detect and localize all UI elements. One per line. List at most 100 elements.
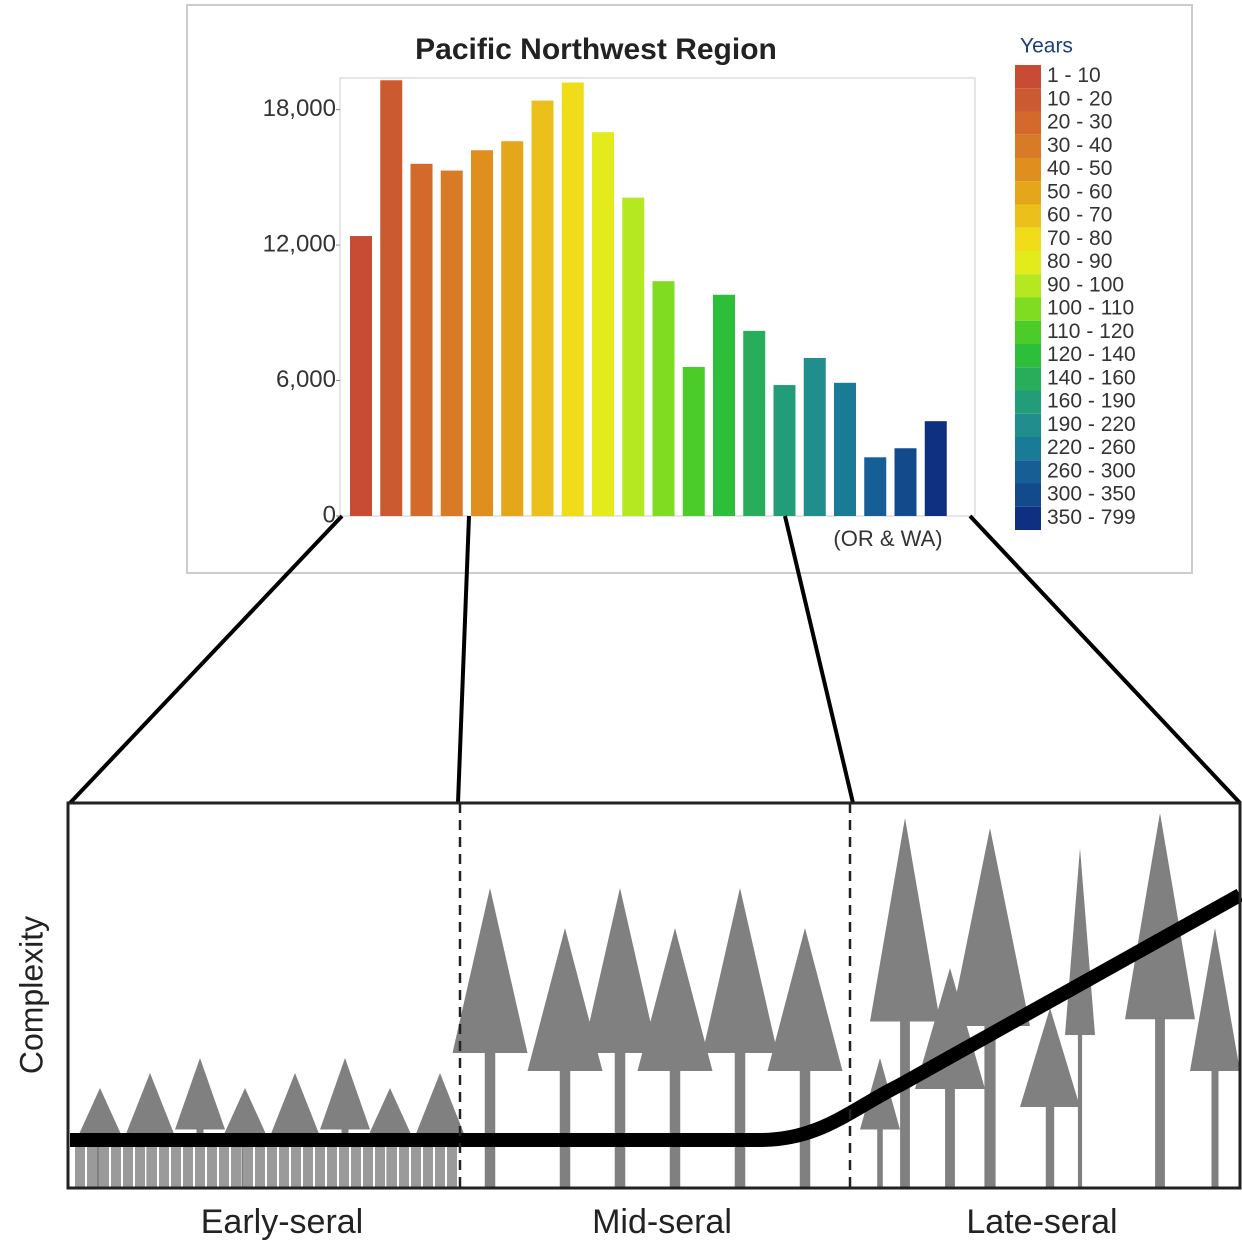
legend-label: 20 - 30 — [1047, 111, 1112, 134]
tree-crown — [582, 888, 658, 1053]
tree-crown — [452, 888, 528, 1053]
bar — [440, 170, 463, 516]
chart-title: Pacific Northwest Region — [415, 33, 777, 66]
tree-crown — [1125, 813, 1195, 1020]
trees — [75, 813, 1240, 1188]
connector — [456, 515, 471, 804]
shrub — [435, 1145, 445, 1188]
diagram-frame — [66, 801, 1242, 1190]
bar — [350, 236, 372, 516]
bar — [471, 150, 493, 516]
legend-swatch — [1015, 367, 1041, 391]
legend-swatch — [1015, 506, 1041, 530]
tree-crown — [950, 828, 1030, 1026]
legend-label: 110 - 120 — [1047, 320, 1134, 343]
legend-swatch — [1015, 274, 1041, 298]
connector — [68, 514, 344, 805]
bar — [592, 132, 614, 517]
legend-label: 10 - 20 — [1047, 87, 1112, 110]
tree-crown — [637, 928, 713, 1071]
tree-crown — [702, 888, 778, 1053]
connector — [783, 515, 855, 804]
legend-swatch — [1015, 437, 1041, 461]
shrub — [399, 1145, 409, 1188]
tree-crown — [1190, 928, 1240, 1071]
shrub — [351, 1145, 361, 1188]
legend-title: Years — [1020, 35, 1073, 58]
bar — [924, 421, 947, 516]
tree-crown — [365, 1088, 415, 1143]
legend-label: 80 - 90 — [1047, 250, 1112, 273]
shrub — [171, 1145, 181, 1188]
y-tick-label: 6,000 — [276, 366, 336, 393]
bar — [501, 141, 524, 516]
y-tick-label: 0 — [323, 501, 336, 528]
y-tick-label: 18,000 — [263, 95, 336, 122]
tree-crown — [75, 1088, 125, 1143]
legend-swatch — [1015, 460, 1041, 484]
tree-crown — [870, 818, 940, 1022]
bar — [652, 281, 675, 516]
bar — [803, 357, 826, 516]
tree-crown — [767, 928, 843, 1071]
shrub — [219, 1145, 229, 1188]
bar — [894, 448, 917, 516]
legend-label: 60 - 70 — [1047, 204, 1112, 227]
connector — [968, 514, 1242, 805]
legend-swatch — [1015, 88, 1041, 112]
tree-crown — [125, 1073, 175, 1137]
bar — [561, 82, 584, 516]
shrub — [159, 1145, 169, 1188]
legend-label: 260 - 300 — [1047, 459, 1136, 482]
legend-label: 220 - 260 — [1047, 436, 1136, 459]
legend-swatch — [1015, 413, 1041, 437]
legend-swatch — [1015, 65, 1041, 89]
tree-crown — [320, 1058, 370, 1130]
tree-crown — [175, 1058, 225, 1130]
legend-label: 30 - 40 — [1047, 134, 1112, 157]
shrub — [183, 1145, 193, 1188]
bars — [350, 80, 947, 517]
tree-crown — [527, 928, 603, 1071]
shrub — [195, 1145, 205, 1188]
bar — [410, 163, 433, 516]
stage-label: Mid-seral — [592, 1203, 732, 1241]
y-axis-label: Complexity — [13, 916, 49, 1074]
shrub — [279, 1145, 289, 1188]
bar — [864, 457, 887, 516]
bar — [834, 382, 856, 516]
bar — [682, 366, 705, 516]
legend-label: 300 - 350 — [1047, 483, 1136, 506]
shrub — [255, 1145, 265, 1188]
legend-label: 90 - 100 — [1047, 273, 1124, 296]
legend-label: 70 - 80 — [1047, 227, 1112, 250]
shrub — [267, 1145, 277, 1188]
shrub — [423, 1145, 433, 1188]
tree-crown — [270, 1073, 320, 1137]
legend-swatch — [1015, 320, 1041, 344]
shrub — [387, 1145, 397, 1188]
tree-crown — [1020, 1008, 1080, 1107]
tree-crown — [915, 968, 985, 1089]
bar — [380, 80, 403, 517]
legend-label: 120 - 140 — [1047, 343, 1136, 366]
legend-swatch — [1015, 111, 1041, 135]
legend-swatch — [1015, 390, 1041, 414]
shrub — [411, 1145, 421, 1188]
shrub — [135, 1145, 145, 1188]
shrub — [231, 1145, 241, 1188]
legend-swatch — [1015, 297, 1041, 321]
legend-swatch — [1015, 227, 1041, 251]
shrub — [75, 1145, 85, 1188]
legend-swatch — [1015, 158, 1041, 182]
tree-crown — [415, 1073, 465, 1137]
tree-crown — [1065, 848, 1095, 1035]
shrub — [207, 1145, 217, 1188]
bar — [743, 330, 766, 516]
shrub — [447, 1145, 457, 1188]
legend-swatch — [1015, 251, 1041, 275]
legend-label: 140 - 160 — [1047, 366, 1136, 389]
shrub — [339, 1145, 349, 1188]
legend-label: 1 - 10 — [1047, 64, 1101, 87]
